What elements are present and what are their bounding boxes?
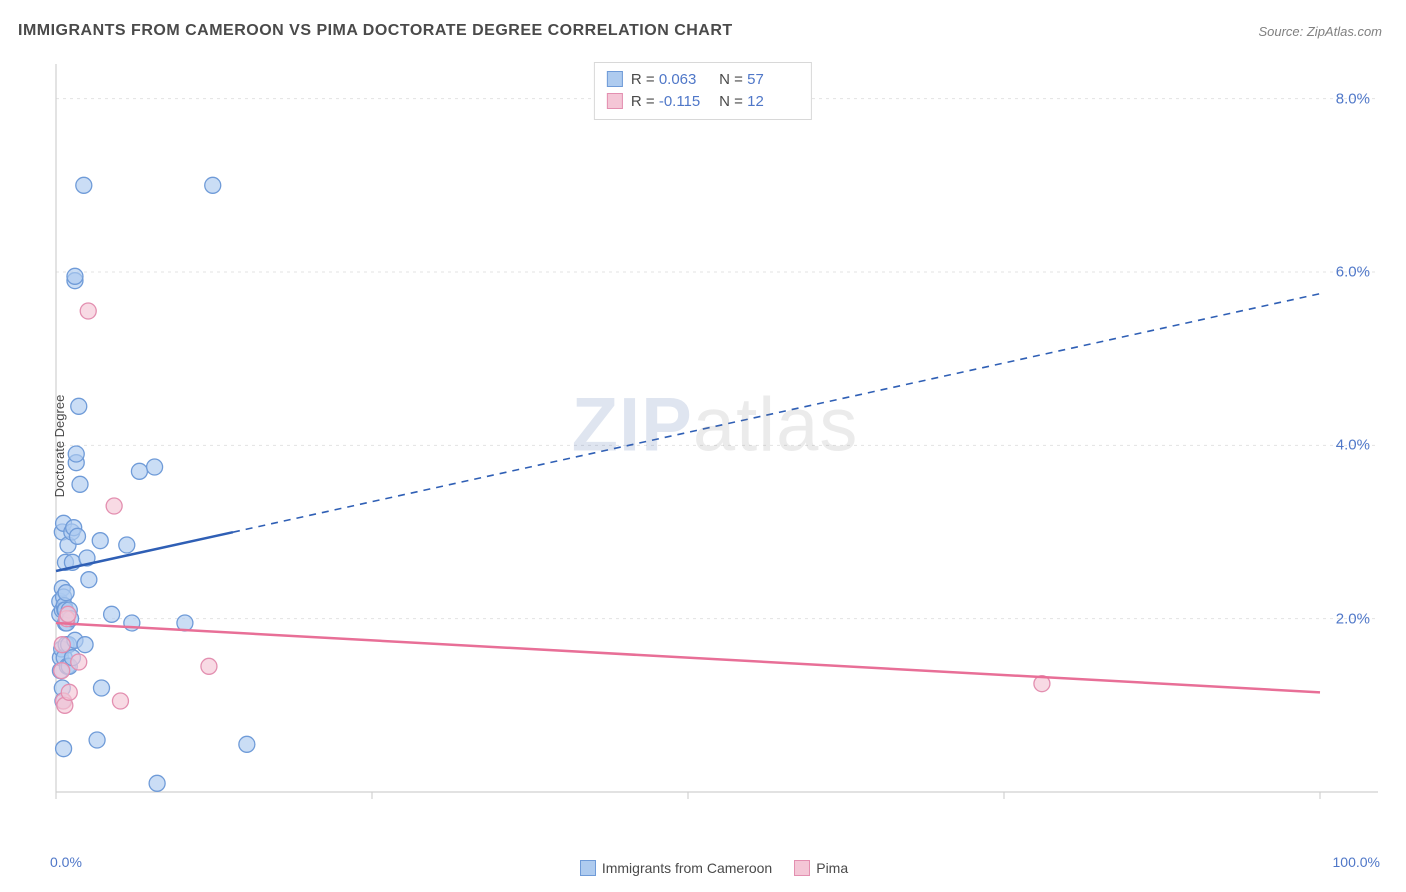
correlation-legend: R = 0.063 N = 57R = -0.115 N = 12 [594, 62, 812, 120]
chart-title: IMMIGRANTS FROM CAMEROON VS PIMA DOCTORA… [18, 22, 733, 40]
chart-canvas [50, 60, 1380, 820]
y-tick-label: 4.0% [1336, 437, 1370, 454]
legend-swatch [607, 71, 623, 87]
y-tick-label: 2.0% [1336, 610, 1370, 627]
scatter-plot: ZIPatlas 2.0%4.0%6.0%8.0% [50, 60, 1380, 820]
legend-row: R = 0.063 N = 57 [607, 69, 799, 91]
legend-swatch [607, 93, 623, 109]
y-tick-label: 6.0% [1336, 264, 1370, 281]
x-min-label: 0.0% [50, 854, 82, 870]
legend-row: R = -0.115 N = 12 [607, 91, 799, 113]
source-attribution: Source: ZipAtlas.com [1258, 24, 1382, 39]
y-axis-label: Doctorate Degree [52, 395, 67, 498]
x-max-label: 100.0% [1333, 854, 1380, 870]
y-tick-label: 8.0% [1336, 90, 1370, 107]
x-axis-labels: 0.0% 100.0% [50, 854, 1380, 874]
